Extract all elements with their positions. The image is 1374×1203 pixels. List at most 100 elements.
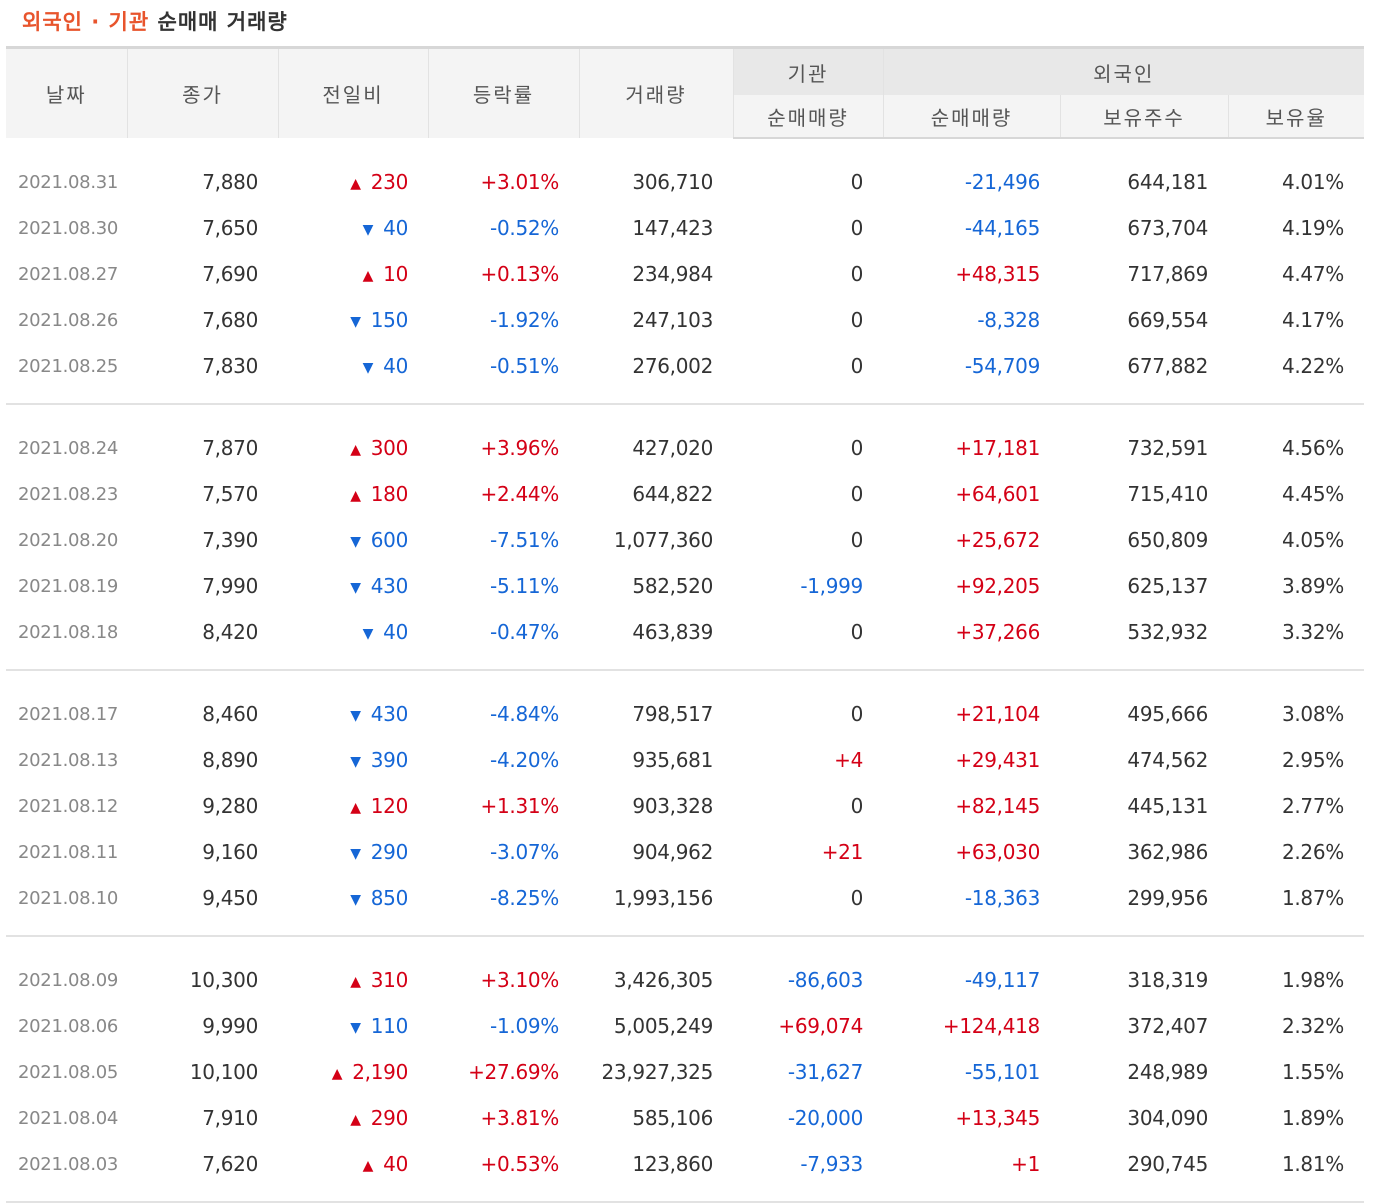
date-cell: 2021.08.25 (18, 355, 119, 377)
holdings-cell: 318,319 (1127, 968, 1208, 992)
holdings-cell: 304,090 (1127, 1106, 1208, 1130)
date-cell: 2021.08.06 (18, 1015, 119, 1037)
foreign-net-cell: +48,315 (955, 262, 1040, 286)
inst-net-cell: -86,603 (787, 968, 863, 992)
close-cell: 7,650 (202, 216, 258, 240)
change-value: 2,190 (352, 1060, 408, 1084)
up-triangle-icon: ▲ (350, 1112, 361, 1128)
date-cell: 2021.08.20 (18, 529, 119, 551)
ratio-cell: 4.47% (1281, 262, 1344, 286)
holdings-cell: 644,181 (1127, 170, 1208, 194)
down-triangle-icon: ▼ (362, 626, 374, 642)
volume-cell: 234,984 (632, 262, 713, 286)
close-cell: 9,450 (202, 886, 258, 910)
date-cell: 2021.08.13 (18, 749, 119, 771)
header-holdings: 보유주수 (1060, 95, 1229, 139)
change-cell: ▲ 40 (278, 1141, 428, 1187)
holdings-cell: 677,882 (1127, 354, 1208, 378)
ratio-cell: 2.95% (1281, 748, 1344, 772)
rate-cell: +3.96% (480, 436, 560, 460)
down-triangle-icon: ▼ (350, 846, 361, 862)
holdings-cell: 717,869 (1127, 262, 1208, 286)
close-cell: 7,990 (202, 574, 258, 598)
ratio-cell: 1.55% (1281, 1060, 1344, 1084)
foreign-net-cell: +82,145 (955, 794, 1040, 818)
foreign-net-cell: +17,181 (955, 436, 1040, 460)
down-triangle-icon: ▼ (350, 708, 361, 724)
header-close: 종가 (127, 46, 279, 138)
date-cell: 2021.08.05 (18, 1061, 119, 1083)
table-row: 2021.08.30 7,650 ▼ 40 -0.52% 147,423 0 -44,165 6… (6, 205, 1364, 251)
date-cell: 2021.08.23 (18, 483, 119, 505)
change-cell: ▲ 300 (278, 425, 428, 471)
rate-cell: -4.84% (490, 702, 559, 726)
close-cell: 9,990 (202, 1014, 258, 1038)
inst-net-cell: +21 (821, 840, 864, 864)
change-value: 430 (370, 702, 409, 726)
volume-cell: 1,993,156 (613, 886, 713, 910)
holdings-cell: 362,986 (1127, 840, 1208, 864)
change-cell: ▼ 110 (278, 1003, 428, 1049)
ratio-cell: 4.19% (1281, 216, 1344, 240)
table-row: 2021.08.18 8,420 ▼ 40 -0.47% 463,839 0 +37,266 5… (6, 609, 1364, 655)
down-triangle-icon: ▼ (350, 314, 361, 330)
up-triangle-icon: ▲ (362, 268, 374, 284)
volume-cell: 306,710 (632, 170, 713, 194)
change-cell: ▼ 390 (278, 737, 428, 783)
volume-cell: 585,106 (632, 1106, 713, 1130)
table-row: 2021.08.27 7,690 ▲ 10 +0.13% 234,984 0 +48,315 7… (6, 251, 1364, 297)
volume-cell: 3,426,305 (613, 968, 713, 992)
ratio-cell: 1.87% (1281, 886, 1344, 910)
inst-net-cell: +4 (834, 748, 863, 772)
group-spacer (6, 138, 1364, 159)
change-value: 850 (370, 886, 409, 910)
change-value: 40 (383, 620, 408, 644)
volume-cell: 247,103 (632, 308, 713, 332)
table-row: 2021.08.20 7,390 ▼ 600 -7.51% 1,077,360 0 +25,6… (6, 517, 1364, 563)
rate-cell: -8.25% (490, 886, 559, 910)
header-rate: 등락률 (428, 46, 580, 138)
foreign-net-cell: +64,601 (955, 482, 1040, 506)
ratio-cell: 2.26% (1281, 840, 1344, 864)
volume-cell: 582,520 (632, 574, 713, 598)
volume-cell: 123,860 (632, 1152, 713, 1176)
rate-cell: -0.51% (490, 354, 559, 378)
rate-cell: +1.31% (480, 794, 560, 818)
table-row: 2021.08.31 7,880 ▲ 230 +3.01% 306,710 0 -21,496… (6, 159, 1364, 205)
close-cell: 10,100 (189, 1060, 258, 1084)
change-cell: ▲ 230 (278, 159, 428, 205)
table-row: 2021.08.19 7,990 ▼ 430 -5.11% 582,520 -1,999 +9… (6, 563, 1364, 609)
table-row: 2021.08.26 7,680 ▼ 150 -1.92% 247,103 0 -8,328 6… (6, 297, 1364, 343)
holdings-cell: 474,562 (1127, 748, 1208, 772)
foreign-net-cell: -18,363 (964, 886, 1040, 910)
foreign-net-cell: +37,266 (955, 620, 1040, 644)
ratio-cell: 4.45% (1281, 482, 1344, 506)
change-value: 310 (370, 968, 409, 992)
foreign-net-cell: -8,328 (977, 308, 1040, 332)
rate-cell: -5.11% (490, 574, 559, 598)
group-separator (6, 1187, 1364, 1203)
change-value: 290 (370, 1106, 409, 1130)
group-spacer (6, 936, 1364, 957)
down-triangle-icon: ▼ (350, 580, 361, 596)
table-row: 2021.08.10 9,450 ▼ 850 -8.25% 1,993,156 0 -18,3… (6, 875, 1364, 921)
date-cell: 2021.08.26 (18, 309, 119, 331)
rate-cell: +2.44% (480, 482, 560, 506)
inst-net-cell: 0 (850, 528, 864, 552)
holdings-cell: 495,666 (1127, 702, 1208, 726)
change-cell: ▼ 430 (278, 563, 428, 609)
ratio-cell: 3.32% (1281, 620, 1344, 644)
change-value: 390 (370, 748, 409, 772)
foreign-net-cell: -21,496 (964, 170, 1040, 194)
ratio-cell: 2.32% (1281, 1014, 1344, 1038)
close-cell: 7,680 (202, 308, 258, 332)
rate-cell: -1.09% (490, 1014, 559, 1038)
title-highlight: 외국인 · 기관 (22, 10, 150, 34)
header-foreign: 외국인 (883, 46, 1364, 95)
foreign-net-cell: -49,117 (964, 968, 1040, 992)
foreign-net-cell: -54,709 (964, 354, 1040, 378)
spacer-cell (6, 404, 1364, 425)
up-triangle-icon: ▲ (350, 176, 361, 192)
change-value: 430 (370, 574, 409, 598)
foreign-net-cell: +25,672 (955, 528, 1040, 552)
